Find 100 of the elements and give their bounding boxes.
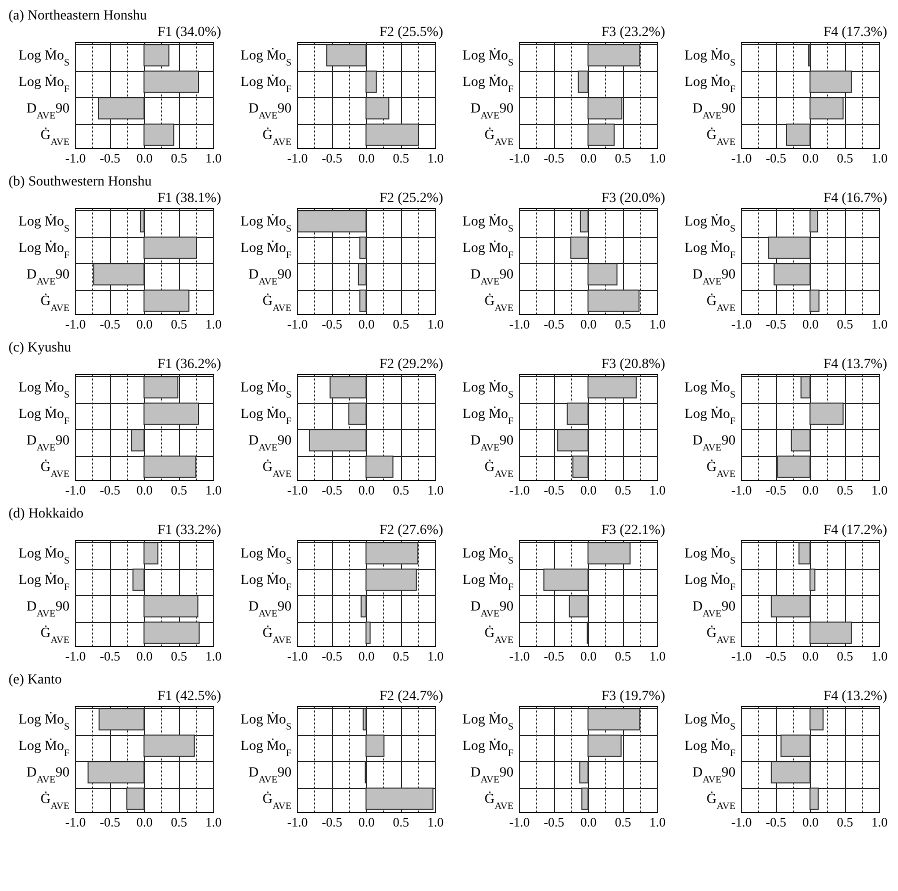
x-tick-label: 0.0 xyxy=(802,150,819,166)
text: (c) Kyushu xyxy=(8,340,72,356)
x-tick-label: -0.5 xyxy=(544,150,564,166)
y-tick-label: Log Ṁo$_{F}$ xyxy=(240,74,292,94)
x-tick-label: 0.5 xyxy=(614,316,632,332)
x-tick-label: 1.0 xyxy=(205,150,222,166)
x-tick-label: -1.0 xyxy=(731,814,752,830)
chart-title: F3 (20.8%) xyxy=(601,357,666,372)
x-tick-label: 0.5 xyxy=(614,648,632,664)
y-tick-label: D$_{AVE}$90 xyxy=(248,599,292,619)
x-tick-label: -1.0 xyxy=(509,316,530,332)
y-tick-label: Log Ṁo$_{F}$ xyxy=(18,74,70,94)
x-tick-label: 0.5 xyxy=(836,150,854,166)
x-tick-label: 0.0 xyxy=(136,316,153,332)
x-tick-label: 0.5 xyxy=(392,316,410,332)
x-tick-label: 0.5 xyxy=(836,648,854,664)
x-tick-label: 1.0 xyxy=(205,316,222,332)
x-tick-label: -0.5 xyxy=(544,316,564,332)
y-tick-label: Log Ṁo$_{F}$ xyxy=(462,738,514,758)
x-tick-label: 1.0 xyxy=(649,814,666,830)
x-tick-label: 1.0 xyxy=(649,482,666,498)
x-tick-label: 0.5 xyxy=(614,150,632,166)
chart-title: F2 (24.7%) xyxy=(379,689,444,704)
x-tick-label: -1.0 xyxy=(731,150,752,166)
x-tick-label: -0.5 xyxy=(100,316,120,332)
y-tick-label: Ġ$_{AVE}$ xyxy=(706,624,736,646)
chart-title: F1 (42.5%) xyxy=(157,689,222,704)
x-tick-label: 1.0 xyxy=(427,150,444,166)
x-tick-label: 1.0 xyxy=(871,150,888,166)
y-tick-label: Log Ṁo$_{F}$ xyxy=(462,240,514,260)
x-tick-label: 0.0 xyxy=(580,814,597,830)
y-tick-label: Log Ṁo$_{F}$ xyxy=(684,406,736,426)
x-tick-label: -0.5 xyxy=(766,648,786,664)
x-tick-label: -0.5 xyxy=(100,150,120,166)
x-tick-label: 1.0 xyxy=(205,648,222,664)
x-tick-label: 0.0 xyxy=(358,482,375,498)
x-tick-label: -0.5 xyxy=(100,814,120,830)
x-tick-label: -0.5 xyxy=(100,648,120,664)
y-tick-label: D$_{AVE}$90 xyxy=(26,433,70,453)
y-tick-label: Ġ$_{AVE}$ xyxy=(40,292,70,314)
x-tick-label: 1.0 xyxy=(871,648,888,664)
y-tick-label: Ġ$_{AVE}$ xyxy=(262,458,292,480)
chart-title: F4 (13.2%) xyxy=(823,689,888,704)
y-tick-label: Ġ$_{AVE}$ xyxy=(40,458,70,480)
chart-title: F4 (13.7%) xyxy=(823,357,888,372)
y-tick-label: Log Ṁo$_{F}$ xyxy=(240,240,292,260)
y-tick-label: Log Ṁo$_{F}$ xyxy=(684,240,736,260)
x-tick-label: 1.0 xyxy=(649,150,666,166)
text: (a) Northeastern Honshu xyxy=(8,8,147,24)
x-tick-label: -0.5 xyxy=(766,316,786,332)
x-tick-label: 0.0 xyxy=(580,150,597,166)
y-tick-label: Log Ṁo$_{F}$ xyxy=(18,572,70,592)
y-tick-label: Log Ṁo$_{S}$ xyxy=(240,47,292,68)
text: (e) Kanto xyxy=(8,672,62,688)
y-tick-label: Ġ$_{AVE}$ xyxy=(262,790,292,812)
x-tick-label: -1.0 xyxy=(287,482,308,498)
x-tick-label: -0.5 xyxy=(766,814,786,830)
x-tick-label: -0.5 xyxy=(322,814,342,830)
y-tick-label: Log Ṁo$_{S}$ xyxy=(462,213,514,234)
y-tick-label: Log Ṁo$_{S}$ xyxy=(240,545,292,566)
y-tick-label: D$_{AVE}$90 xyxy=(248,267,292,287)
x-tick-label: 0.5 xyxy=(170,814,188,830)
y-tick-label: D$_{AVE}$90 xyxy=(692,267,736,287)
x-tick-label: -0.5 xyxy=(322,482,342,498)
chart-title: F4 (17.2%) xyxy=(823,523,888,538)
x-tick-label: -1.0 xyxy=(509,648,530,664)
y-tick-label: D$_{AVE}$90 xyxy=(470,101,514,121)
y-tick-label: Log Ṁo$_{F}$ xyxy=(684,738,736,758)
x-tick-label: -1.0 xyxy=(509,150,530,166)
x-tick-label: -1.0 xyxy=(509,814,530,830)
y-tick-label: Log Ṁo$_{F}$ xyxy=(684,74,736,94)
x-tick-label: -0.5 xyxy=(544,814,564,830)
x-tick-label: 0.5 xyxy=(392,482,410,498)
y-tick-label: D$_{AVE}$90 xyxy=(470,765,514,785)
x-tick-label: -0.5 xyxy=(322,648,342,664)
x-tick-label: 0.0 xyxy=(136,648,153,664)
x-tick-label: 0.0 xyxy=(580,482,597,498)
x-tick-label: 0.5 xyxy=(836,814,854,830)
chart-title: F2 (29.2%) xyxy=(379,357,444,372)
x-tick-label: 1.0 xyxy=(871,316,888,332)
y-tick-label: Log Ṁo$_{S}$ xyxy=(18,545,70,566)
y-tick-label: D$_{AVE}$90 xyxy=(248,101,292,121)
y-tick-label: Log Ṁo$_{F}$ xyxy=(18,240,70,260)
text: (d) Hokkaido xyxy=(8,506,84,522)
y-tick-label: D$_{AVE}$90 xyxy=(248,433,292,453)
y-tick-label: Log Ṁo$_{S}$ xyxy=(240,213,292,234)
x-tick-label: 0.5 xyxy=(170,316,188,332)
x-tick-label: -0.5 xyxy=(766,482,786,498)
x-tick-label: 0.0 xyxy=(136,150,153,166)
chart-title: F3 (22.1%) xyxy=(601,523,666,538)
y-tick-label: Log Ṁo$_{F}$ xyxy=(684,572,736,592)
y-tick-label: Ġ$_{AVE}$ xyxy=(706,126,736,148)
y-tick-label: D$_{AVE}$90 xyxy=(26,765,70,785)
y-tick-label: Log Ṁo$_{S}$ xyxy=(18,711,70,732)
y-tick-label: D$_{AVE}$90 xyxy=(692,599,736,619)
x-tick-label: -0.5 xyxy=(100,482,120,498)
x-tick-label: -0.5 xyxy=(766,150,786,166)
x-tick-label: 0.0 xyxy=(802,482,819,498)
x-tick-label: -0.5 xyxy=(544,648,564,664)
chart-title: F2 (27.6%) xyxy=(379,523,444,538)
